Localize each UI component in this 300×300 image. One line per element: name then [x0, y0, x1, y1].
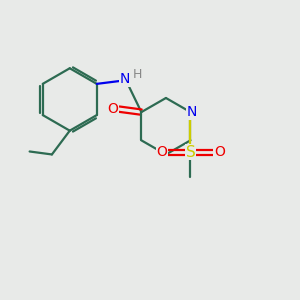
Text: O: O	[108, 101, 118, 116]
Text: N: N	[120, 72, 130, 86]
Text: N: N	[187, 105, 197, 119]
Text: H: H	[133, 68, 142, 81]
Text: O: O	[156, 145, 167, 159]
Text: S: S	[186, 145, 195, 160]
Text: O: O	[214, 145, 225, 159]
